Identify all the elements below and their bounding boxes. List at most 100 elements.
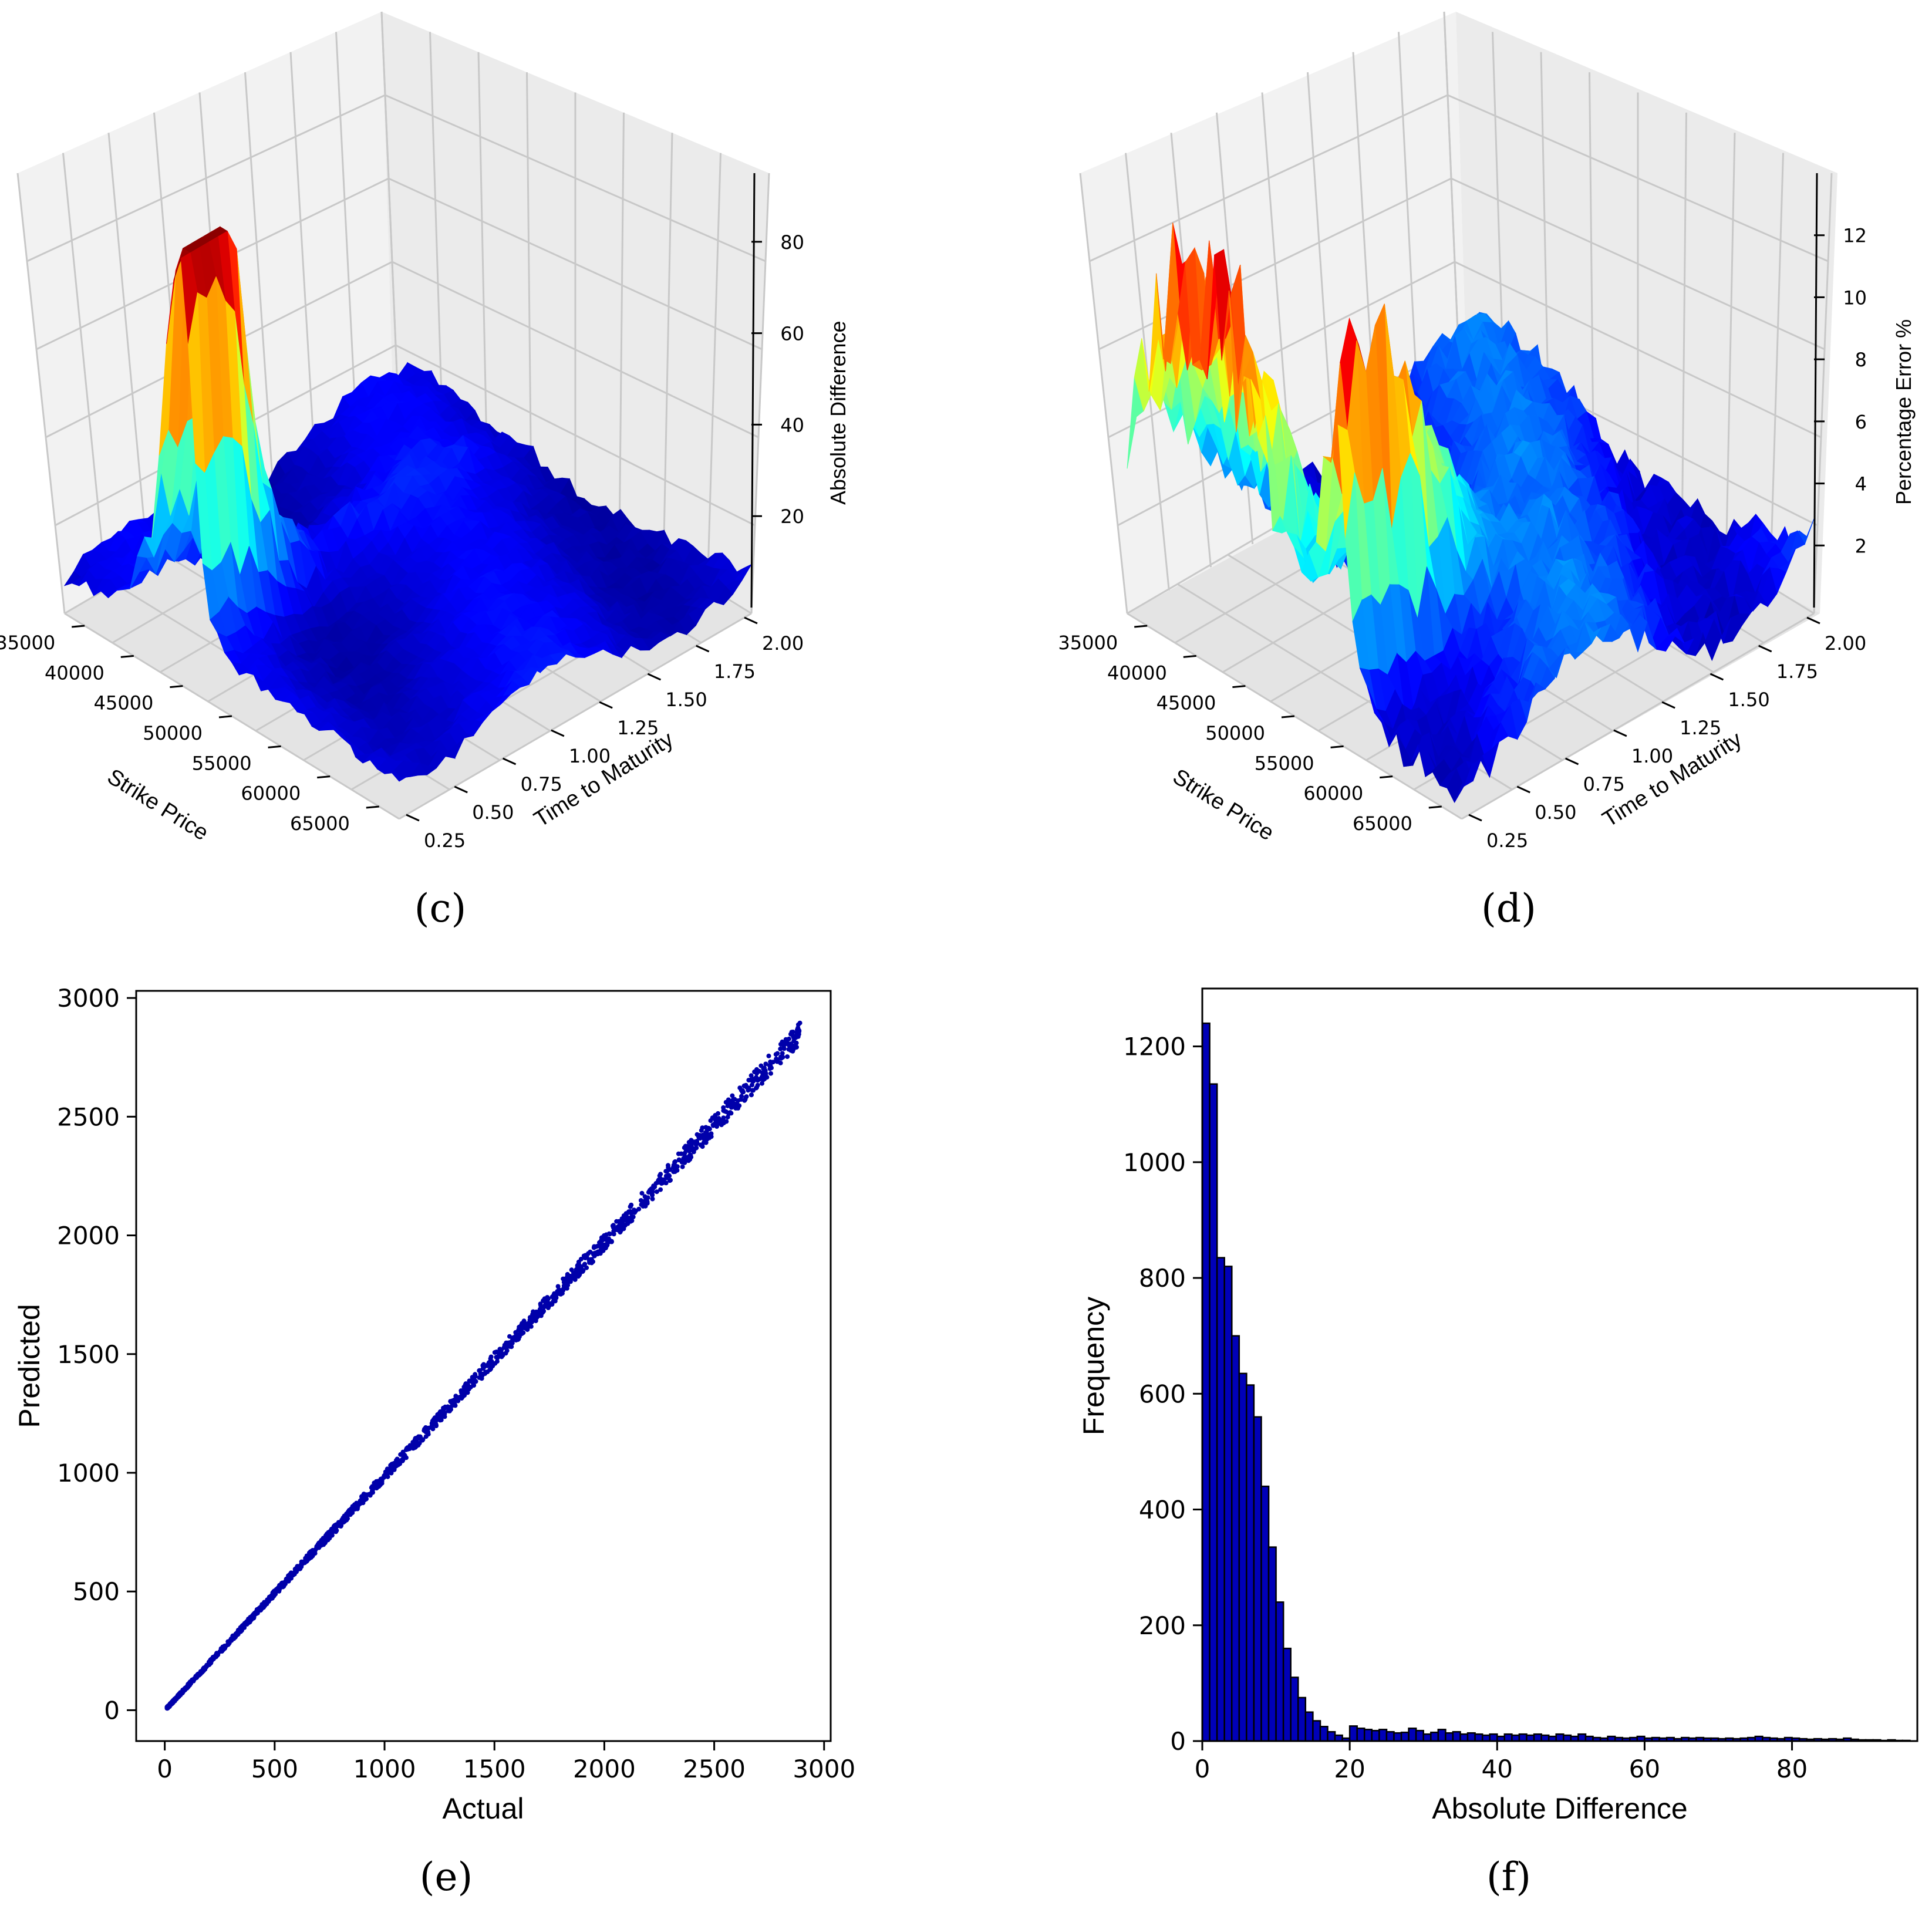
gridline [526, 72, 532, 498]
tick-mark [1710, 673, 1724, 681]
panel-c-surface [63, 226, 753, 782]
scatter-point [780, 1055, 785, 1060]
panel-e-scatter-plot: 0 500 1000 1500 2000 2500 30000500100015002000… [13, 984, 855, 1900]
tick-mark [268, 745, 281, 748]
scatter-point [721, 1115, 726, 1121]
scatter-point [513, 1330, 518, 1335]
panel-d-tick-labels: 350004000045000500005500060000650000.250… [1058, 173, 1867, 852]
tick-mark [366, 805, 379, 809]
scatter-point [679, 1151, 684, 1156]
scatter-point [527, 1315, 532, 1320]
panel-d-x-label: Strike Price [1168, 764, 1278, 846]
scatter-point [750, 1088, 755, 1093]
scatter-point [586, 1251, 591, 1256]
gridline [1769, 153, 1784, 591]
z-tick-label: 40 [780, 414, 804, 436]
panel-d-z-label: Percentage Error % [1891, 319, 1916, 505]
scatter-point [794, 1040, 799, 1045]
gridline [1461, 612, 1815, 820]
scatter-point [402, 1453, 407, 1458]
scatter-point [758, 1063, 764, 1068]
panel-d-caption: (d) [1481, 886, 1536, 931]
scatter-point [496, 1353, 501, 1358]
z-tick-label: 60 [780, 323, 804, 345]
tick-mark [1183, 655, 1196, 658]
scatter-point [785, 1054, 790, 1060]
scatter-point [291, 1573, 295, 1578]
gridline [1813, 173, 1833, 614]
scatter-point [266, 1599, 271, 1604]
scatter-point [713, 1118, 719, 1124]
gridline [16, 173, 66, 614]
surface-facet [392, 772, 409, 782]
tick-mark [1428, 805, 1442, 809]
z-axis-line [1813, 173, 1818, 608]
scatter-point [606, 1236, 611, 1242]
gridline [335, 32, 359, 452]
scatter-point [653, 1180, 659, 1186]
scatter-point [638, 1198, 643, 1203]
y-tick-label: 1.50 [1728, 689, 1769, 711]
scatter-point [626, 1209, 632, 1215]
tick-mark [1232, 685, 1246, 689]
tick-mark [1661, 701, 1675, 709]
gridline [1725, 133, 1736, 568]
tick-mark [696, 645, 710, 653]
y-tick-label: 0.50 [472, 801, 514, 824]
scatter-point [629, 1218, 635, 1223]
tick-mark [1330, 745, 1344, 748]
scatter-point [667, 1178, 672, 1183]
y-tick-label: 0.25 [424, 829, 466, 852]
scatter-point [609, 1239, 614, 1244]
scatter-point [592, 1244, 597, 1249]
gridline [1089, 94, 1829, 262]
scatter-point [768, 1071, 773, 1076]
scatter-point [599, 1242, 605, 1247]
scatter-point [658, 1172, 663, 1177]
scatter-point [355, 1506, 360, 1512]
gridline [244, 72, 275, 498]
tick-mark [72, 625, 85, 628]
scatter-point [680, 1164, 685, 1169]
scatter-point [763, 1061, 768, 1067]
y-tick-label: 1.75 [1776, 660, 1818, 683]
gridline [706, 153, 721, 591]
x-tick-label: 40000 [45, 662, 104, 684]
tick-mark [1380, 775, 1393, 779]
scatter-point [617, 1220, 622, 1226]
scatter-point [370, 1484, 375, 1489]
scatter-point [488, 1354, 494, 1359]
y-tick-label: 2.00 [1825, 632, 1866, 655]
scatter-point [610, 1223, 615, 1229]
scatter-point [750, 1082, 754, 1088]
scatter-point [691, 1149, 696, 1155]
scatter-point [643, 1198, 648, 1203]
scatter-point [625, 1215, 630, 1220]
scatter-point [434, 1423, 439, 1428]
gridline [750, 173, 770, 614]
scatter-point [576, 1267, 582, 1273]
scatter-point [760, 1081, 764, 1086]
y-tick-label: 1.25 [617, 717, 659, 739]
gridline [618, 112, 625, 544]
scatter-point [767, 1063, 772, 1068]
scatter-point [198, 1670, 203, 1675]
scatter-point [781, 1043, 787, 1048]
x-tick-label: 60000 [241, 782, 301, 805]
scatter-point [762, 1065, 767, 1071]
scatter-point [615, 1227, 620, 1233]
tick-mark [1134, 625, 1148, 628]
scatter-point [755, 1078, 760, 1083]
scatter-point [473, 1372, 478, 1377]
y-tick-label: 1.00 [569, 745, 611, 767]
scatter-point [225, 1642, 230, 1648]
gridline [662, 133, 673, 568]
scatter-point [572, 1277, 578, 1282]
scatter-point [754, 1067, 759, 1072]
scatter-point [788, 1042, 794, 1047]
scatter-point [667, 1173, 672, 1179]
scatter-point [737, 1103, 742, 1108]
x-tick-label: 45000 [1156, 692, 1216, 714]
gridline [1079, 173, 1128, 614]
scatter-point [538, 1307, 542, 1312]
